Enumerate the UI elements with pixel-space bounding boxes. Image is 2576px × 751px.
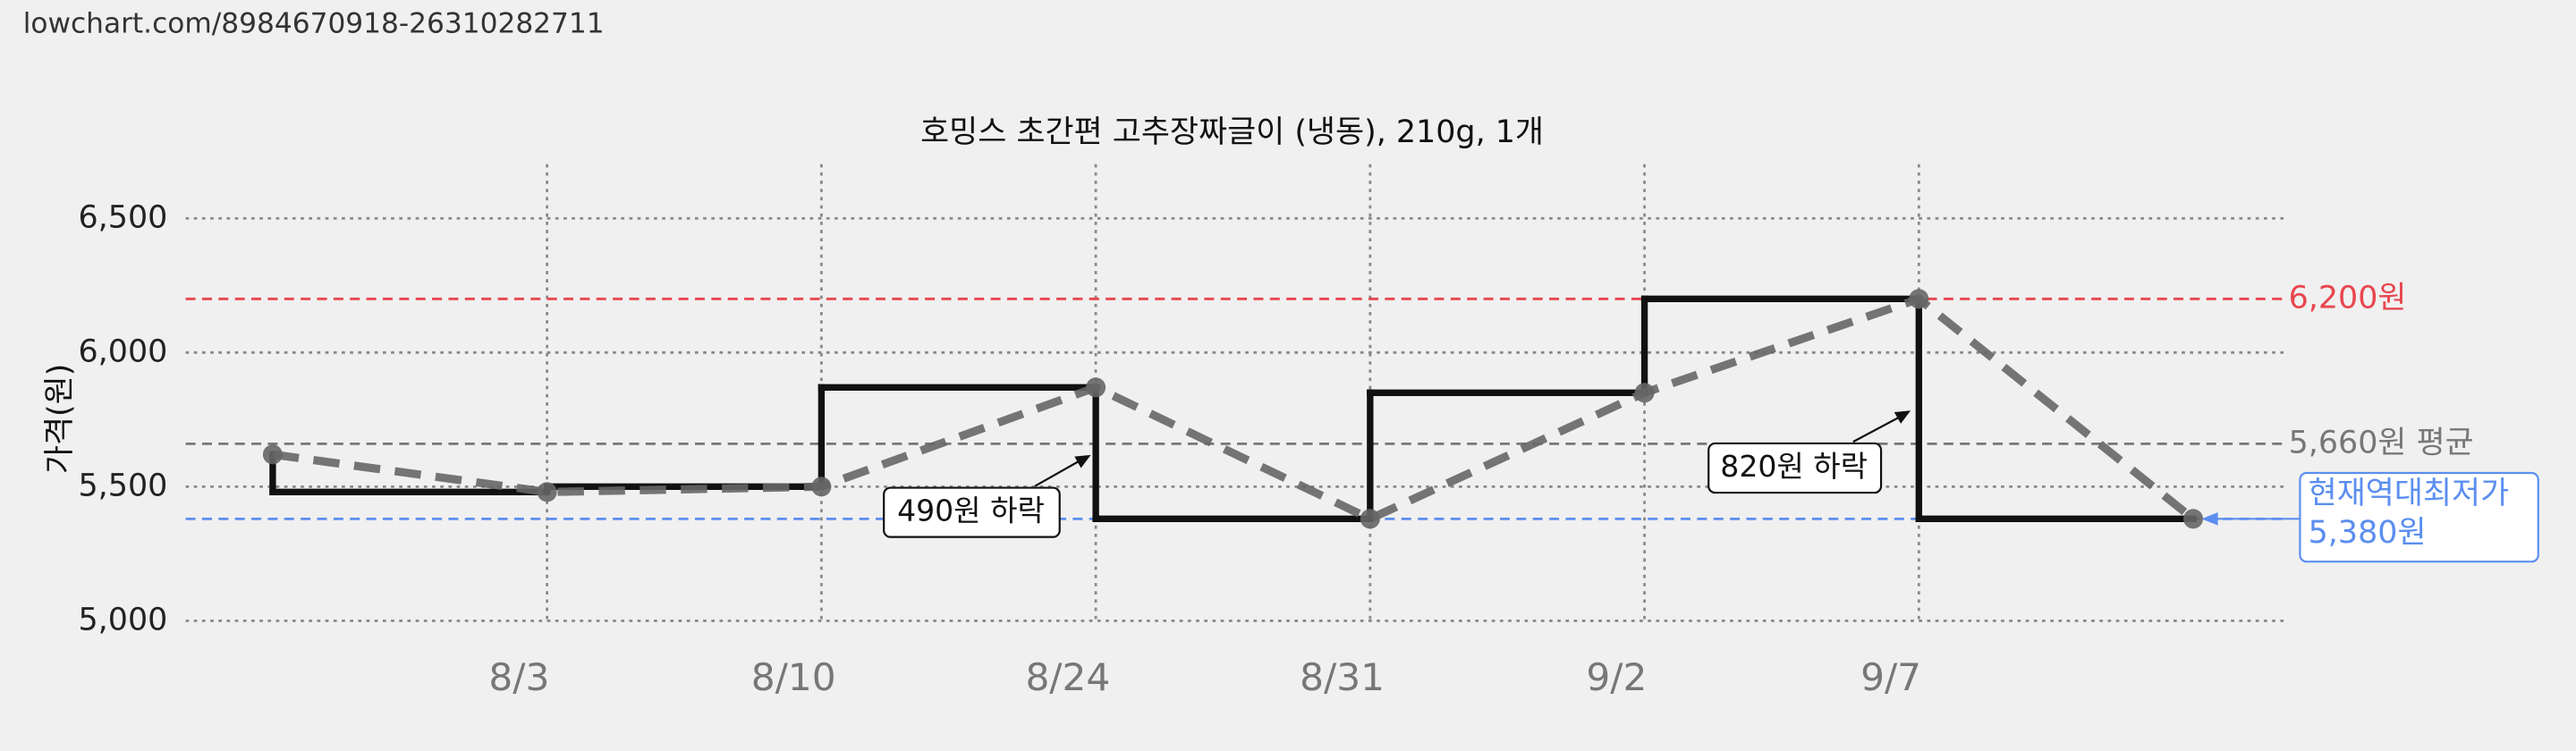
x-tick-label: 8/3 — [488, 655, 549, 699]
arrow-head — [1894, 410, 1911, 424]
reference-label: 5,660원 평균 — [2289, 425, 2474, 460]
annotation-box — [1707, 442, 1883, 494]
price-point — [2183, 509, 2204, 529]
annotation-arrow — [1852, 414, 1903, 443]
chart-title: 호밍스 초간편 고추장짜글이 (냉동), 210g, 1개 — [920, 114, 1544, 150]
reference-label: 6,200원 — [2289, 280, 2407, 316]
lowest-price-title: 현재역대최저가 — [2309, 476, 2510, 511]
annotation: 490원 하락 — [883, 454, 1091, 538]
annotation-box — [883, 486, 1061, 538]
price-point — [1634, 383, 1655, 403]
x-tick-label: 9/2 — [1586, 655, 1647, 699]
annotation-text: 820원 하락 — [1720, 449, 1868, 484]
price-point — [811, 477, 832, 497]
annotation: 820원 하락 — [1707, 410, 1911, 494]
annotation-arrow — [1034, 457, 1085, 487]
price-point — [1909, 289, 1929, 309]
arrow-head — [2201, 511, 2218, 526]
url: lowchart.com/8984670918-26310282711 — [23, 8, 605, 40]
lowest-price-box — [2299, 471, 2539, 563]
annotation-text: 490원 하락 — [897, 494, 1045, 528]
y-tick-label: 5,500 — [79, 468, 168, 503]
y-tick-label: 6,000 — [79, 333, 168, 369]
x-tick-label: 8/10 — [751, 655, 836, 699]
x-tick-label: 8/31 — [1300, 655, 1385, 699]
price-point — [1086, 377, 1106, 398]
reference-label: 5,380원 — [2309, 515, 2427, 551]
arrow-head — [1074, 454, 1091, 468]
y-tick-label: 5,000 — [79, 602, 168, 637]
price-point — [537, 482, 557, 502]
price-point — [1360, 509, 1380, 529]
x-tick-label: 8/24 — [1025, 655, 1110, 699]
price-line — [272, 294, 2196, 524]
x-tick-label: 9/7 — [1860, 655, 1921, 699]
y-tick-label: 6,500 — [79, 199, 168, 235]
grid: 5,000 5,500 6,000 6,500 8/3 8/10 8/24 8/31 9/2 9/… — [79, 164, 2284, 699]
y-axis-label: 가격(원) — [42, 364, 78, 474]
marks — [262, 289, 2204, 529]
price-point — [262, 444, 283, 465]
